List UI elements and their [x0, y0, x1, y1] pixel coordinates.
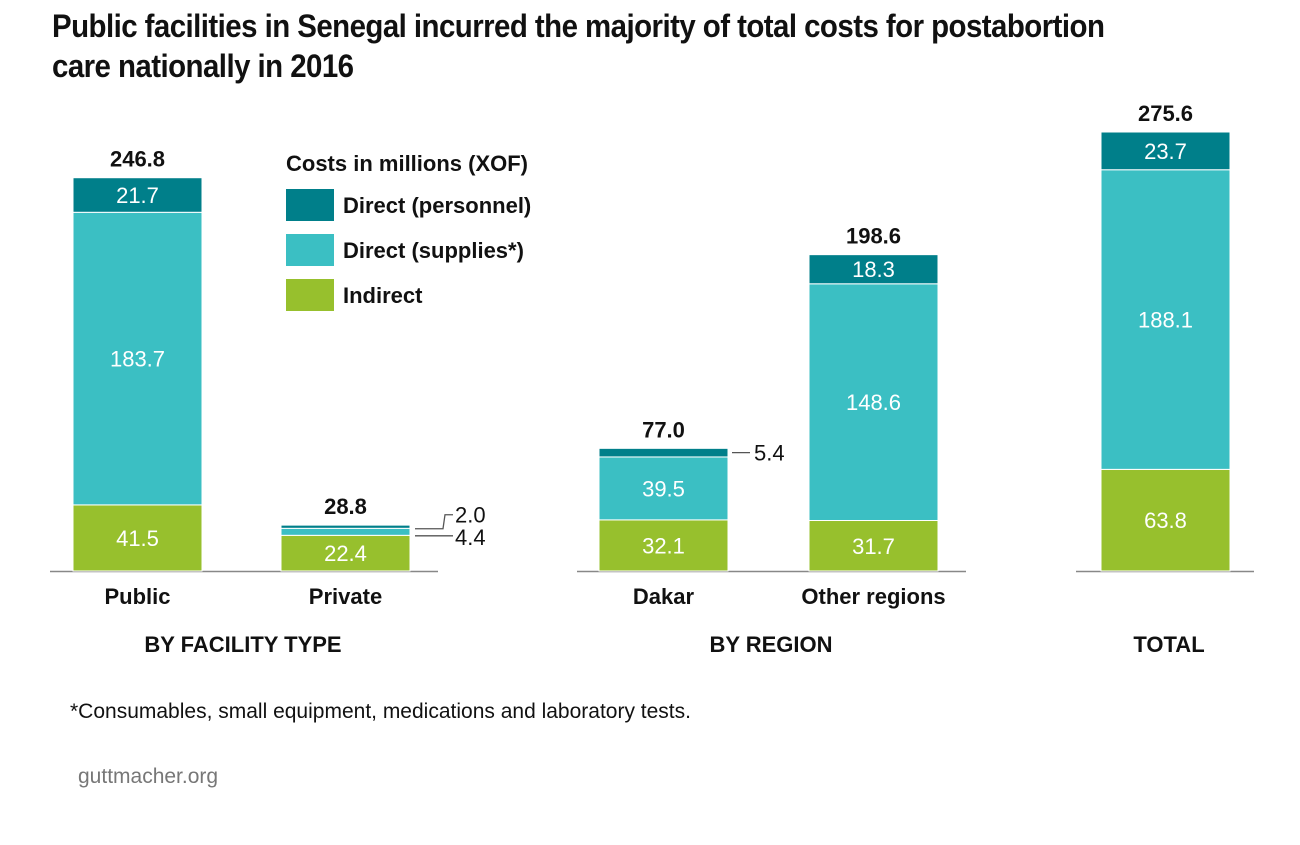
- category-label-3: Other regions: [801, 584, 945, 609]
- value-label-indirect-3: 31.7: [852, 534, 895, 559]
- value-label-supplies-1: 4.4: [455, 525, 486, 550]
- group-label-2: TOTAL: [1133, 632, 1204, 657]
- value-label-indirect-1: 22.4: [324, 541, 367, 566]
- bar-supplies-1: [280, 527, 411, 536]
- value-label-personnel-1: 2.0: [455, 503, 486, 528]
- total-label-4: 275.6: [1138, 101, 1193, 126]
- legend-label-indirect: Indirect: [343, 283, 423, 308]
- value-label-indirect-0: 41.5: [116, 526, 159, 551]
- bar-personnel-1: [280, 524, 411, 529]
- value-label-supplies-0: 183.7: [110, 347, 165, 372]
- legend-swatch-personnel: [286, 189, 334, 221]
- legend-label-personnel: Direct (personnel): [343, 193, 531, 218]
- value-label-personnel-4: 23.7: [1144, 139, 1187, 164]
- total-label-3: 198.6: [846, 224, 901, 249]
- value-label-personnel-3: 18.3: [852, 257, 895, 282]
- total-label-0: 246.8: [110, 147, 165, 172]
- value-label-supplies-3: 148.6: [846, 390, 901, 415]
- category-label-2: Dakar: [633, 584, 695, 609]
- value-label-personnel-0: 21.7: [116, 183, 159, 208]
- legend-label-supplies: Direct (supplies*): [343, 238, 524, 263]
- value-label-supplies-2: 39.5: [642, 476, 685, 501]
- legend-swatch-indirect: [286, 279, 334, 311]
- bar-personnel-2: [598, 447, 729, 458]
- group-label-1: BY REGION: [709, 632, 832, 657]
- legend-swatch-supplies: [286, 234, 334, 266]
- group-label-0: BY FACILITY TYPE: [144, 632, 341, 657]
- bar-indirect-1: [280, 534, 411, 572]
- bar-supplies-3: [808, 283, 939, 522]
- bar-personnel-3: [808, 254, 939, 285]
- value-label-personnel-2: 5.4: [754, 441, 785, 466]
- category-label-1: Private: [309, 584, 382, 609]
- bar-supplies-4: [1100, 169, 1231, 470]
- value-label-supplies-4: 188.1: [1138, 308, 1193, 333]
- callout-line-personnel-1: [415, 514, 453, 530]
- bar-indirect-4: [1100, 468, 1231, 572]
- bar-supplies-0: [72, 211, 203, 506]
- bar-indirect-3: [808, 520, 939, 572]
- value-label-indirect-4: 63.8: [1144, 508, 1187, 533]
- source-credit: guttmacher.org: [78, 765, 219, 788]
- bar-personnel-0: [72, 177, 203, 213]
- total-label-1: 28.8: [324, 494, 367, 519]
- chart-title: Public facilities in Senegal incurred th…: [52, 8, 1105, 84]
- value-label-indirect-2: 32.1: [642, 533, 685, 558]
- bar-indirect-0: [72, 504, 203, 572]
- legend-title: Costs in millions (XOF): [286, 151, 528, 176]
- legend: Costs in millions (XOF) Direct (personne…: [286, 151, 531, 311]
- bar-personnel-4: [1100, 131, 1231, 171]
- category-label-0: Public: [104, 584, 170, 609]
- total-label-2: 77.0: [642, 417, 685, 442]
- footnote: *Consumables, small equipment, medicatio…: [70, 700, 691, 723]
